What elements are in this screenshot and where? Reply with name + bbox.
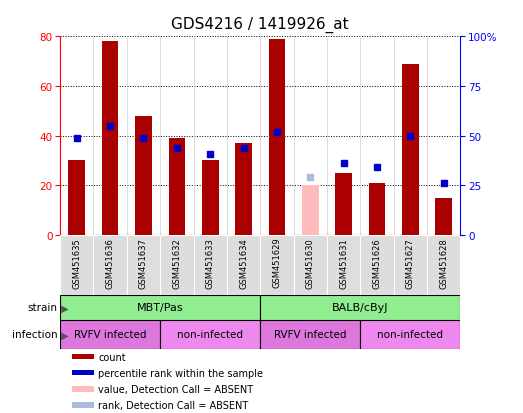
Bar	[72, 354, 94, 360]
Bar	[402, 64, 418, 235]
Bar	[72, 402, 94, 408]
Text: GDS4216 / 1419926_at: GDS4216 / 1419926_at	[172, 17, 349, 33]
Bar	[60, 320, 160, 349]
Bar	[60, 235, 94, 295]
Text: GSM451636: GSM451636	[106, 237, 115, 288]
Bar	[360, 320, 460, 349]
Bar	[335, 173, 352, 235]
Bar	[227, 235, 260, 295]
Bar	[394, 235, 427, 295]
Text: GSM451631: GSM451631	[339, 237, 348, 288]
Text: GSM451628: GSM451628	[439, 237, 448, 288]
Text: value, Detection Call = ABSENT: value, Detection Call = ABSENT	[98, 384, 253, 394]
Bar	[327, 235, 360, 295]
Bar	[127, 235, 160, 295]
Bar	[160, 235, 194, 295]
Bar	[369, 183, 385, 235]
Text: RVFV infected: RVFV infected	[74, 330, 146, 339]
Bar	[268, 40, 285, 235]
Text: ▶: ▶	[58, 303, 69, 313]
Bar	[235, 144, 252, 235]
Text: GSM451630: GSM451630	[306, 237, 315, 288]
Text: GSM451632: GSM451632	[173, 237, 181, 288]
Bar	[302, 186, 319, 235]
Bar	[435, 198, 452, 235]
Text: GSM451626: GSM451626	[372, 237, 381, 288]
Text: MBT/Pas: MBT/Pas	[137, 303, 184, 313]
Bar	[135, 116, 152, 235]
Bar	[160, 320, 260, 349]
Bar	[102, 42, 119, 235]
Text: GSM451633: GSM451633	[206, 237, 214, 288]
Text: RVFV infected: RVFV infected	[274, 330, 346, 339]
Text: non-infected: non-infected	[377, 330, 443, 339]
Bar	[94, 235, 127, 295]
Bar	[260, 320, 360, 349]
Text: count: count	[98, 352, 126, 362]
Bar	[427, 235, 460, 295]
Bar	[360, 235, 393, 295]
Text: GSM451637: GSM451637	[139, 237, 148, 288]
Text: GSM451627: GSM451627	[406, 237, 415, 288]
Bar	[260, 295, 460, 320]
Text: percentile rank within the sample: percentile rank within the sample	[98, 368, 263, 378]
Text: rank, Detection Call = ABSENT: rank, Detection Call = ABSENT	[98, 400, 248, 410]
Bar	[72, 387, 94, 392]
Text: infection: infection	[12, 330, 58, 339]
Text: strain: strain	[28, 303, 58, 313]
Text: GSM451629: GSM451629	[272, 237, 281, 288]
Bar	[69, 161, 85, 235]
Bar	[260, 235, 293, 295]
Bar	[202, 161, 219, 235]
Text: GSM451634: GSM451634	[239, 237, 248, 288]
Text: non-infected: non-infected	[177, 330, 243, 339]
Bar	[293, 235, 327, 295]
Text: BALB/cByJ: BALB/cByJ	[332, 303, 389, 313]
Bar	[194, 235, 227, 295]
Text: GSM451635: GSM451635	[72, 237, 81, 288]
Bar	[72, 370, 94, 375]
Bar	[168, 139, 185, 235]
Text: ▶: ▶	[58, 330, 69, 339]
Bar	[60, 295, 260, 320]
